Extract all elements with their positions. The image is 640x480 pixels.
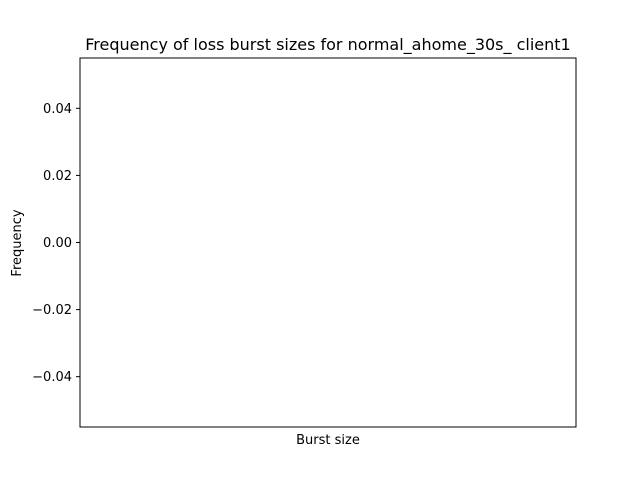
chart-title: Frequency of loss burst sizes for normal…	[85, 35, 570, 55]
plot-area	[79, 57, 577, 428]
y-tick-label: −0.04	[32, 370, 72, 385]
y-tick-label: −0.02	[32, 303, 72, 318]
y-axis-label: Frequency	[10, 209, 25, 276]
y-tick-label: 0.04	[43, 102, 72, 117]
y-axis-ticks: 0.04 0.02 0.00 −0.02 −0.04	[32, 102, 80, 385]
y-tick-label: 0.02	[43, 169, 72, 184]
x-axis-label: Burst size	[296, 433, 360, 448]
y-tick-label: 0.00	[43, 236, 72, 251]
